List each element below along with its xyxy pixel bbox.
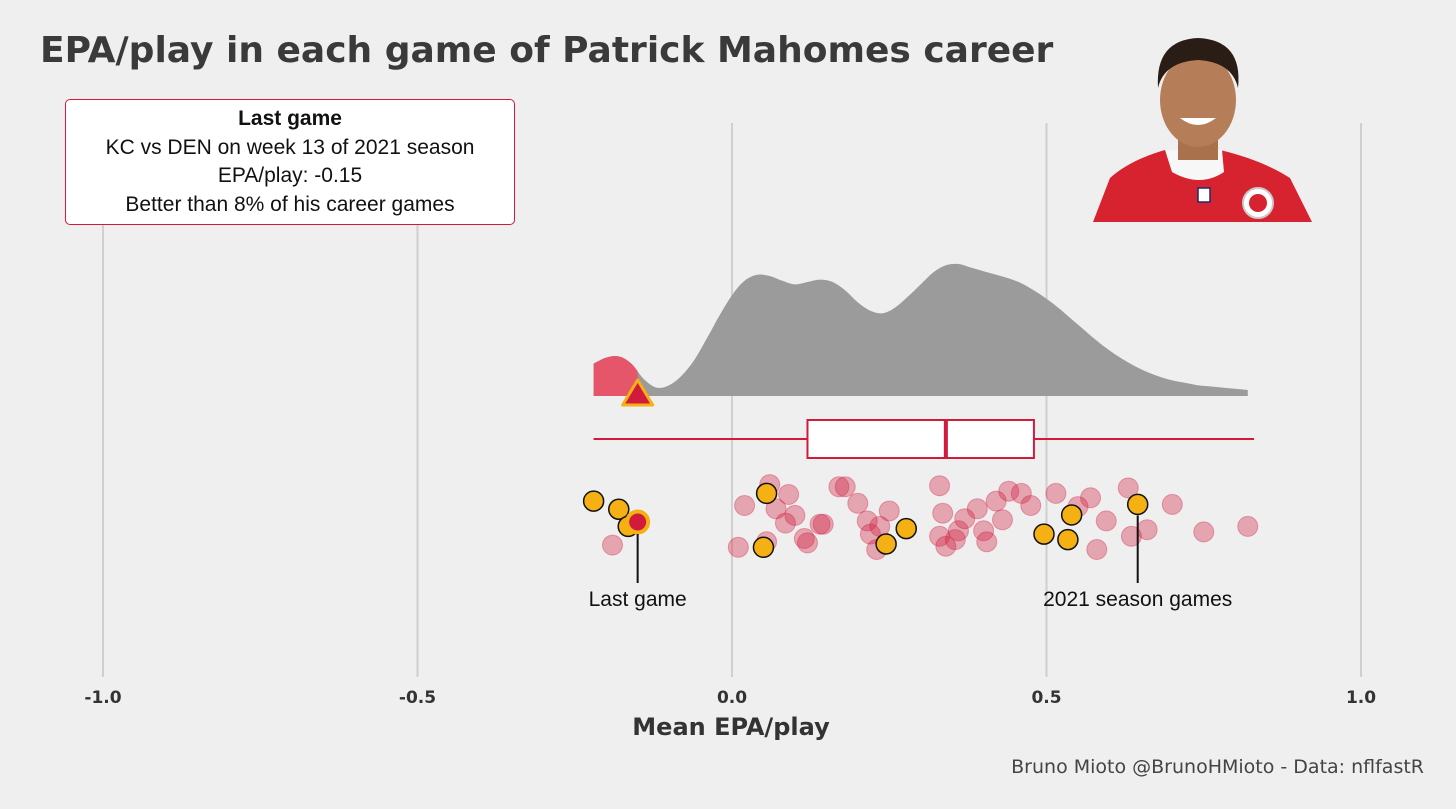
career-game-point [784, 504, 806, 526]
career-game-point [1020, 495, 1042, 516]
last-game-label: Last game [589, 588, 687, 611]
annotations: Last game 2021 season games [589, 515, 1232, 611]
career-game-point [935, 535, 957, 557]
density-plot [593, 263, 1248, 407]
career-game-point [601, 534, 623, 556]
caption: Bruno Mioto @BrunoHMioto - Data: nflfast… [1011, 756, 1424, 778]
career-game-point [1080, 487, 1102, 509]
career-game-point [954, 508, 976, 530]
career-game-point [1136, 519, 1158, 541]
career-game-point [828, 476, 850, 498]
career-game-point [966, 498, 988, 520]
chart-title: EPA/play in each game of Patrick Mahomes… [40, 30, 1054, 71]
season-2021-game-point [895, 517, 917, 540]
career-game-point [1161, 493, 1183, 515]
info-heading: Last game [238, 107, 342, 130]
x-tick-label: 0.0 [717, 688, 747, 708]
info-epa: EPA/play: -0.15 [217, 164, 363, 187]
career-game-point [1095, 510, 1117, 532]
player-face [1160, 53, 1236, 147]
x-axis-title: Mean EPA/play [632, 713, 830, 741]
career-game-point [856, 510, 878, 532]
career-game-point [834, 476, 856, 498]
career-game-point [765, 498, 787, 520]
career-game-point [929, 475, 951, 497]
career-game-point [1117, 477, 1139, 499]
league-logo [1197, 187, 1211, 203]
player-smile [1180, 118, 1216, 125]
last-game-triangle-marker [621, 378, 655, 407]
season-2021-game-point [1126, 493, 1149, 516]
boxplot-box [806, 419, 1035, 459]
career-game-point [1086, 539, 1108, 560]
career-game-point [793, 528, 815, 549]
career-game-point [774, 512, 796, 534]
season-games-label: 2021 season games [1043, 588, 1232, 611]
career-game-point [973, 520, 995, 542]
career-game-point [847, 492, 869, 514]
last-game-info-box: Last game KC vs DEN on week 13 of 2021 s… [65, 99, 515, 225]
last-game-point [625, 509, 651, 535]
career-game-point [1193, 521, 1215, 543]
x-tick-label: 0.5 [1031, 688, 1061, 708]
career-game-point [932, 502, 954, 524]
game-points [582, 474, 1259, 560]
team-logo-inner [1249, 194, 1267, 212]
career-game-point [1120, 525, 1142, 547]
season-2021-game-point [582, 490, 605, 512]
x-axis-ticks: -1.0 -0.5 0.0 0.5 1.0 [84, 688, 1376, 708]
career-game-point [944, 529, 966, 551]
career-game-point [734, 495, 756, 516]
season-2021-game-point [1060, 504, 1083, 526]
season-2021-game-point [608, 498, 630, 520]
career-game-point [929, 525, 951, 547]
career-game-point [809, 513, 831, 535]
info-matchup: KC vs DEN on week 13 of 2021 season [105, 135, 475, 159]
density-area-below-last-game [593, 355, 638, 396]
x-tick-label: 1.0 [1346, 688, 1376, 708]
career-game-point [796, 532, 818, 554]
info-percentile: Better than 8% of his career games [125, 192, 455, 216]
career-game-point [1010, 482, 1032, 504]
career-game-point [985, 490, 1007, 512]
career-game-point [859, 523, 881, 545]
x-tick-label: -0.5 [399, 688, 436, 708]
career-game-point [727, 536, 749, 558]
season-2021-game-point [875, 533, 897, 555]
season-2021-game-point [752, 536, 775, 559]
season-2021-game-point [1057, 528, 1079, 551]
career-game-point [778, 484, 800, 505]
player-photo [1093, 38, 1312, 222]
career-game-point [1237, 515, 1259, 537]
career-game-point [878, 500, 900, 522]
career-game-point [812, 513, 834, 535]
season-2021-game-point [1033, 523, 1055, 545]
career-game-point [1045, 482, 1067, 504]
career-game-point [947, 520, 969, 542]
career-game-point [976, 531, 998, 553]
player-hair [1157, 38, 1239, 88]
boxplot [593, 419, 1255, 459]
career-game-point [998, 480, 1020, 502]
career-game-point [991, 509, 1013, 531]
density-area [593, 263, 1248, 396]
season-2021-game-point [755, 482, 778, 505]
x-tick-label: -1.0 [84, 688, 121, 708]
